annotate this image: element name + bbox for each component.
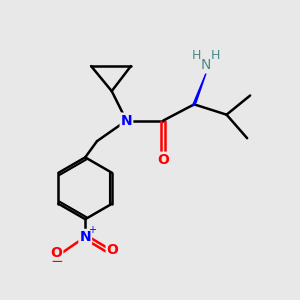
Text: H: H — [211, 49, 220, 62]
Text: N: N — [201, 58, 211, 72]
Text: N: N — [80, 230, 91, 244]
Polygon shape — [192, 74, 206, 106]
Text: −: − — [51, 254, 64, 269]
Text: N: N — [121, 114, 132, 128]
Text: H: H — [192, 49, 201, 62]
Text: O: O — [107, 243, 118, 257]
Text: O: O — [50, 246, 62, 260]
Text: +: + — [88, 225, 96, 236]
Text: O: O — [157, 153, 169, 167]
